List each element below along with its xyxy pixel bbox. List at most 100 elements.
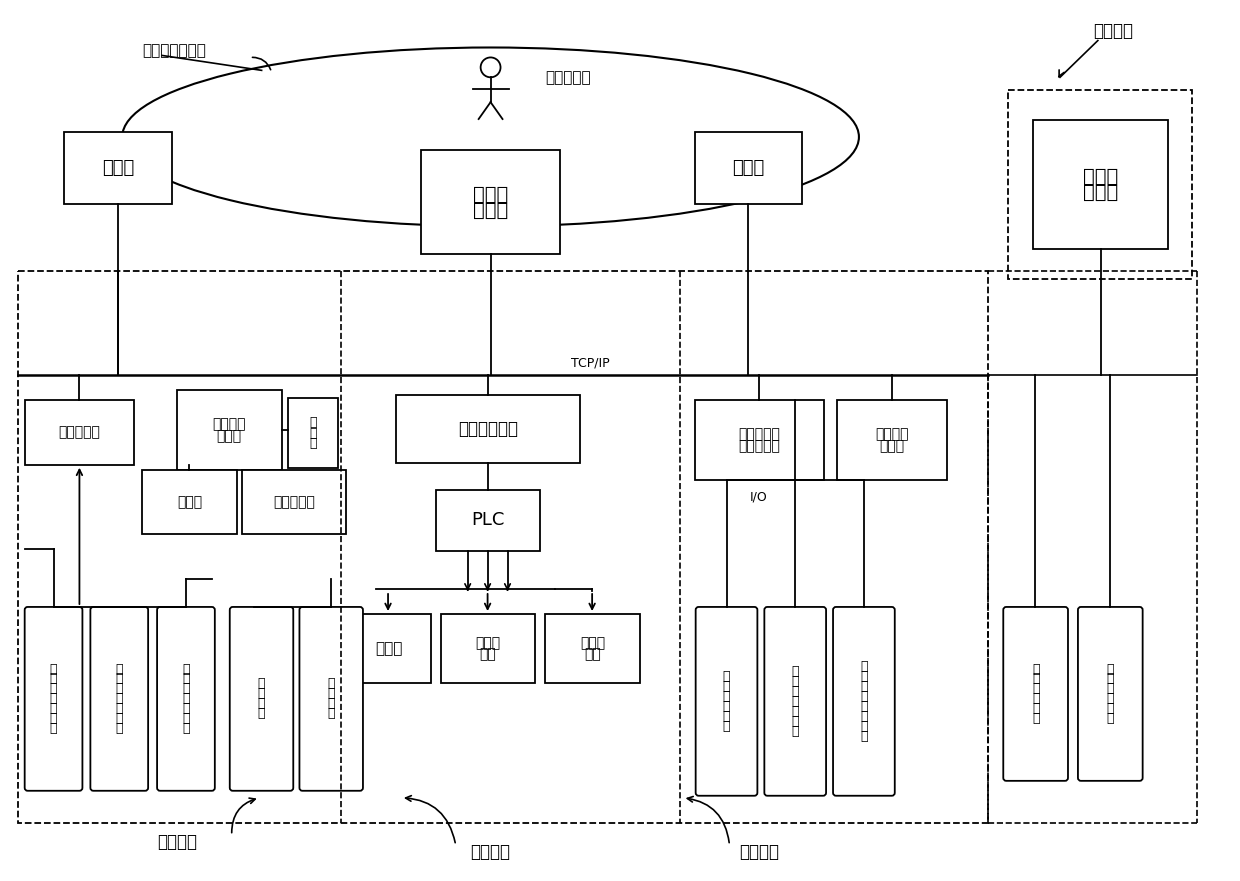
Text: 客户端: 客户端: [733, 159, 765, 177]
Text: 源: 源: [1032, 692, 1039, 706]
Text: 转: 转: [310, 416, 317, 429]
Text: 矩: 矩: [182, 672, 190, 685]
Text: 机: 机: [258, 687, 265, 700]
Bar: [694, 400, 825, 480]
Text: 器: 器: [115, 702, 123, 715]
Bar: [17, 271, 988, 823]
Text: I/O: I/O: [749, 490, 768, 503]
Text: 保: 保: [723, 690, 730, 703]
Text: 频: 频: [115, 692, 123, 706]
Text: 多路温度: 多路温度: [875, 427, 909, 441]
Bar: [420, 150, 560, 255]
Text: 测量系统: 测量系统: [157, 833, 197, 851]
Bar: [694, 132, 802, 204]
Text: 被: 被: [115, 663, 123, 676]
FancyBboxPatch shape: [764, 607, 826, 796]
Text: 频器: 频器: [584, 648, 601, 662]
Text: 系: 系: [861, 720, 868, 733]
Text: PLC: PLC: [471, 512, 505, 529]
Text: 保护系统: 保护系统: [739, 843, 780, 862]
Text: 护: 护: [861, 710, 868, 722]
Text: 电: 电: [861, 660, 868, 673]
Text: 护: 护: [791, 705, 799, 718]
Bar: [25, 400, 134, 465]
Text: 系: 系: [723, 710, 730, 722]
Bar: [177, 390, 281, 470]
Text: 源: 源: [723, 680, 730, 693]
Text: 组: 组: [861, 690, 868, 703]
Text: 电: 电: [723, 670, 730, 683]
Text: 感: 感: [182, 712, 190, 725]
Bar: [837, 400, 946, 480]
FancyBboxPatch shape: [1003, 607, 1068, 781]
FancyBboxPatch shape: [1078, 607, 1142, 781]
Text: 速: 速: [182, 692, 190, 706]
FancyBboxPatch shape: [696, 607, 758, 796]
Text: 器: 器: [50, 702, 57, 715]
Bar: [435, 490, 541, 552]
Text: 接地电阻: 接地电阻: [212, 417, 246, 431]
Bar: [1008, 90, 1193, 279]
Text: 逆: 逆: [1106, 683, 1114, 695]
Text: 变: 变: [1106, 692, 1114, 706]
Text: 统: 统: [1032, 712, 1039, 725]
Text: 人员工作站: 人员工作站: [546, 70, 591, 85]
Text: 保: 保: [861, 700, 868, 713]
Text: 换: 换: [310, 426, 317, 440]
Text: 转: 转: [182, 663, 190, 676]
Text: 电: 电: [258, 677, 265, 691]
Text: 温: 温: [258, 698, 265, 710]
Text: 输: 输: [115, 712, 123, 725]
Text: 机: 机: [861, 680, 868, 693]
Text: 服务器: 服务器: [1083, 167, 1118, 186]
Text: 出: 出: [115, 722, 123, 735]
FancyBboxPatch shape: [229, 607, 294, 791]
Text: 被试变: 被试变: [475, 636, 501, 649]
Text: 测试仪: 测试仪: [217, 429, 242, 443]
Text: 器: 器: [310, 438, 317, 450]
Text: 活动站: 活动站: [472, 201, 508, 219]
Text: 统: 统: [861, 729, 868, 743]
Text: 耐压测试仪: 耐压测试仪: [273, 495, 315, 509]
Text: 开关柜: 开关柜: [374, 641, 402, 656]
Text: 护控制装置: 护控制装置: [739, 439, 780, 453]
Bar: [440, 614, 536, 684]
Text: 机: 机: [861, 670, 868, 683]
Text: 器: 器: [791, 685, 799, 698]
Text: 频: 频: [50, 692, 57, 706]
Text: 流: 流: [1106, 672, 1114, 685]
Text: 数: 数: [327, 707, 335, 721]
FancyBboxPatch shape: [299, 607, 363, 791]
Bar: [346, 614, 430, 684]
Text: 系: 系: [1106, 702, 1114, 715]
Text: 控制系统: 控制系统: [471, 843, 511, 862]
Text: 交: 交: [1032, 663, 1039, 676]
Text: 系: 系: [791, 714, 799, 728]
Text: 系: 系: [1032, 702, 1039, 715]
Text: TCP/IP: TCP/IP: [570, 357, 609, 370]
Text: 以太网交换机: 以太网交换机: [458, 420, 518, 438]
Bar: [546, 614, 640, 684]
Text: 统: 统: [1106, 712, 1114, 725]
Text: 备份站: 备份站: [1083, 183, 1118, 202]
Bar: [396, 396, 580, 463]
Text: 器: 器: [182, 722, 190, 735]
Text: 频器: 频器: [480, 648, 496, 662]
Text: 度: 度: [258, 707, 265, 721]
Text: 巡检仪: 巡检仪: [879, 439, 904, 453]
Text: 客户端: 客户端: [102, 159, 134, 177]
Text: 保: 保: [791, 695, 799, 707]
Text: 护: 护: [723, 700, 730, 713]
Text: 入: 入: [50, 722, 57, 735]
Text: 变: 变: [791, 665, 799, 678]
Text: 转: 转: [182, 683, 190, 695]
Text: 功率分析仪: 功率分析仪: [58, 426, 100, 440]
Bar: [242, 470, 346, 535]
FancyBboxPatch shape: [833, 607, 895, 796]
Text: 变: 变: [50, 683, 57, 695]
Text: 回馈变: 回馈变: [580, 636, 605, 649]
Text: 仪: 仪: [327, 677, 335, 691]
Text: 表: 表: [327, 687, 335, 700]
Text: 输: 输: [50, 712, 57, 725]
Text: 参: 参: [327, 698, 335, 710]
